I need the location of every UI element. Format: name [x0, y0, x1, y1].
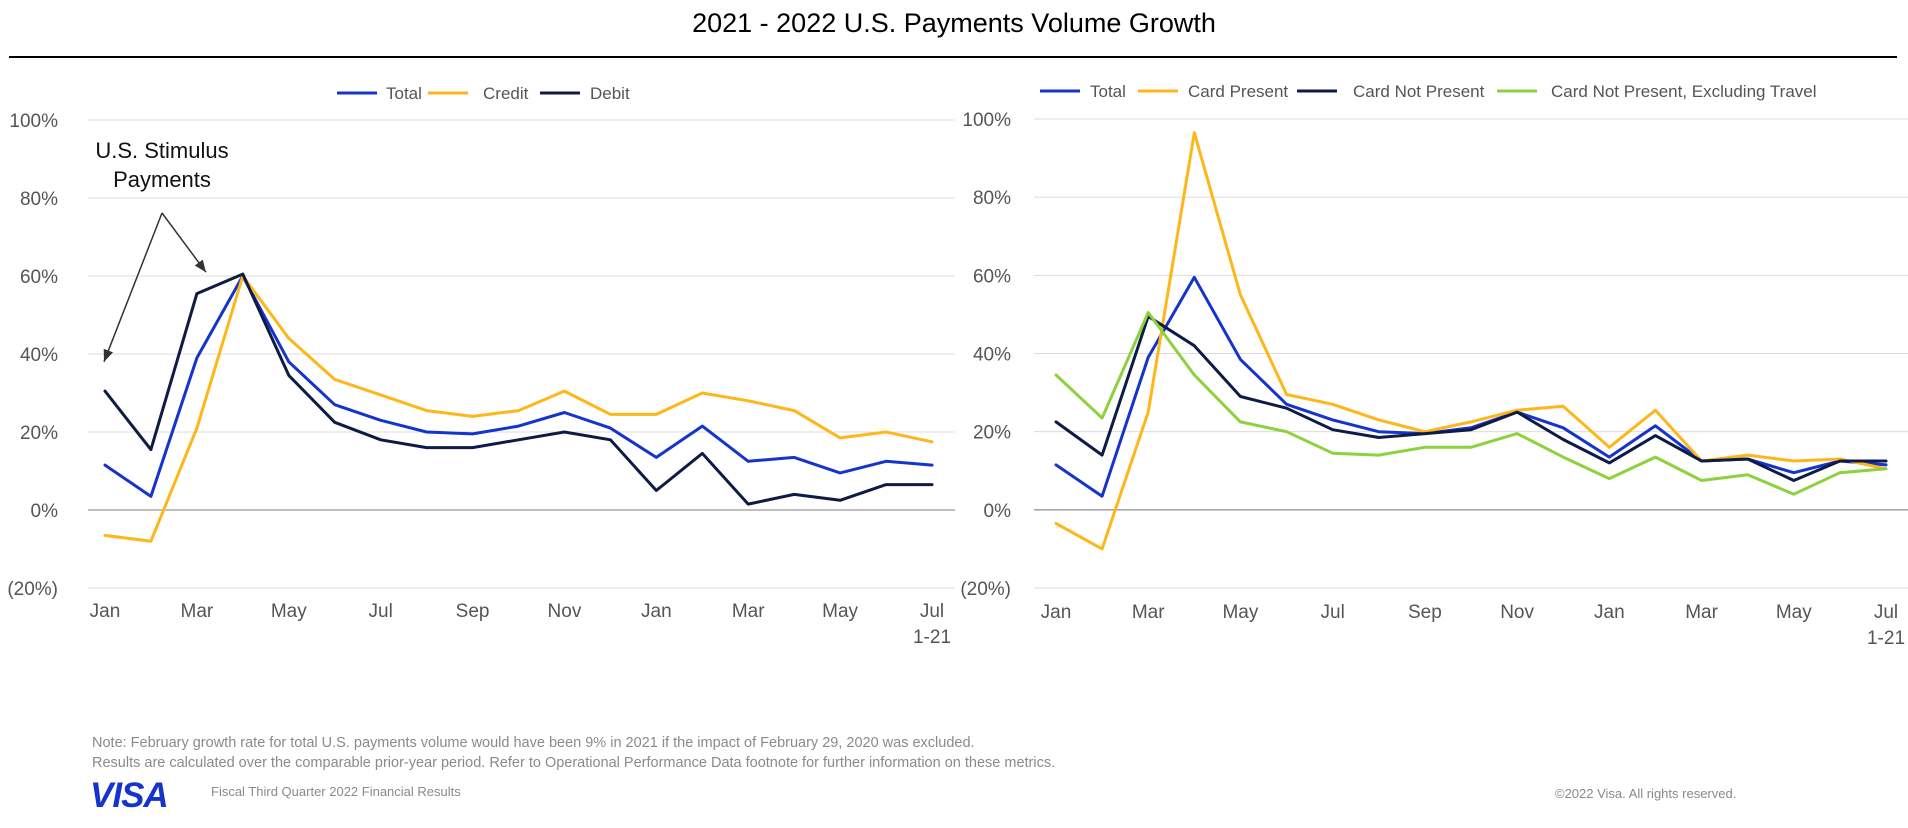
- visa-logo: VISA: [90, 776, 169, 812]
- y-tick-label: 60%: [20, 267, 58, 288]
- x-tick-label: Jul: [369, 601, 393, 622]
- annotation-arrow-line: [161, 212, 207, 273]
- legend-label: Card Not Present, Excluding Travel: [1551, 82, 1817, 101]
- footnote-line-2: Results are calculated over the comparab…: [92, 755, 1056, 771]
- page-title: 2021 - 2022 U.S. Payments Volume Growth: [692, 8, 1216, 38]
- y-tick-label: 40%: [20, 345, 58, 366]
- legend-label: Card Not Present: [1353, 82, 1485, 101]
- series-line-card-not-present: [1054, 314, 1888, 482]
- series-line-card-not-present-excluding-travel: [1054, 311, 1888, 496]
- annotation-text: Payments: [113, 167, 211, 192]
- x-tick-label: Sep: [1408, 602, 1442, 623]
- y-tick-label: 80%: [973, 188, 1011, 209]
- x-tick-label: Jul: [1874, 602, 1898, 623]
- x-tick-label: Mar: [732, 601, 765, 622]
- annotation-arrow-line: [103, 212, 163, 363]
- y-tick-label: 100%: [9, 111, 58, 132]
- annotation-arrowhead: [103, 348, 114, 362]
- x-tick-sublabel: 1-21: [913, 627, 951, 648]
- legend-label: Card Present: [1188, 82, 1288, 101]
- y-tick-label: 80%: [20, 189, 58, 210]
- y-tick-label: 20%: [20, 423, 58, 444]
- legend-label: Total: [1090, 82, 1126, 101]
- x-tick-label: May: [271, 601, 307, 622]
- x-tick-label: Mar: [181, 601, 214, 622]
- footer-copyright: ©2022 Visa. All rights reserved.: [1555, 786, 1737, 801]
- annotation-text: U.S. Stimulus: [95, 138, 228, 163]
- x-tick-label: Mar: [1685, 602, 1718, 623]
- x-tick-label: Nov: [1500, 602, 1534, 623]
- x-tick-label: Mar: [1132, 602, 1165, 623]
- x-tick-label: May: [822, 601, 858, 622]
- y-tick-label: 100%: [962, 110, 1011, 131]
- x-tick-label: Jul: [1321, 602, 1345, 623]
- legend-label: Debit: [590, 84, 630, 103]
- legend-label: Credit: [483, 84, 529, 103]
- y-tick-label: 20%: [973, 423, 1011, 444]
- y-tick-label: (20%): [960, 579, 1011, 600]
- title-divider: [9, 56, 1897, 58]
- x-tick-label: Jan: [90, 601, 121, 622]
- x-tick-label: Jan: [1041, 602, 1072, 623]
- y-tick-label: (20%): [7, 579, 58, 600]
- x-tick-label: May: [1222, 602, 1258, 623]
- payments-chart-total-credit-debit: 100% 80% 60% 40% 20% 0% (20%) Jan Mar May Jul Sep No…: [7, 84, 955, 648]
- series-line-debit: [103, 272, 934, 506]
- x-tick-label: Sep: [456, 601, 490, 622]
- x-tick-label: Nov: [548, 601, 582, 622]
- legend-label: Total: [386, 84, 422, 103]
- series-line-card-present: [1054, 131, 1888, 551]
- series-line-credit: [103, 274, 934, 543]
- x-tick-label: May: [1776, 602, 1812, 623]
- series-line-total: [103, 274, 934, 498]
- series-line-total: [1054, 275, 1888, 498]
- footnote-line-1: Note: February growth rate for total U.S…: [92, 735, 975, 751]
- y-tick-label: 0%: [984, 501, 1012, 522]
- x-tick-label: Jul: [920, 601, 944, 622]
- x-tick-label: Jan: [641, 601, 672, 622]
- annotation-arrowhead: [194, 259, 206, 273]
- y-tick-label: 40%: [973, 345, 1011, 366]
- x-tick-label: Jan: [1594, 602, 1625, 623]
- y-tick-label: 0%: [31, 501, 59, 522]
- svg-text:VISA: VISA: [90, 776, 168, 812]
- y-tick-label: 60%: [973, 266, 1011, 287]
- x-tick-sublabel: 1-21: [1867, 628, 1905, 649]
- footer-report-title: Fiscal Third Quarter 2022 Financial Resu…: [211, 784, 461, 799]
- payments-chart-card-present-not-present: 100% 80% 60% 40% 20% 0% (20%) Jan Mar May Jul Sep No…: [960, 82, 1908, 649]
